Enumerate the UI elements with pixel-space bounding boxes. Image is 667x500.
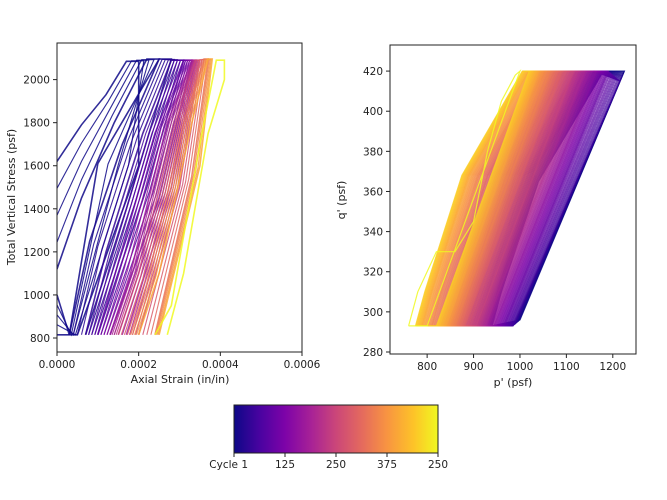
cycle-381-line [136, 58, 212, 335]
y-tick-label: 400 [363, 106, 383, 118]
right-plot: 800 900 1000 1100 1200 280 300 320 340 360 380 400 4… [335, 44, 637, 389]
cycle-500-line [154, 59, 226, 336]
x-tick-label: 0.0004 [202, 359, 239, 371]
y-tick-label: 380 [363, 146, 383, 158]
y-tick-label: 300 [363, 307, 383, 319]
x-tick-label: 800 [417, 361, 437, 373]
y-tick-label: 320 [363, 267, 383, 279]
right-plot-frame [389, 44, 637, 355]
y-tick-label: 1400 [23, 204, 50, 216]
right-x-axis-label: p' (psf) [494, 376, 533, 389]
y-tick-label: 800 [30, 333, 50, 345]
right-plot-ticks: 800 900 1000 1100 1200 280 300 320 340 360 380 400 4… [363, 66, 626, 373]
x-tick-label: 0.0000 [39, 359, 76, 371]
y-tick-label: 360 [363, 186, 383, 198]
cycle-3-line [57, 58, 161, 336]
colorbar-tick-label: 375 [377, 459, 397, 471]
x-tick-label: 1000 [507, 361, 534, 373]
y-tick-label: 280 [363, 347, 383, 359]
colorbar-tick-label: 250 [428, 459, 448, 471]
cycle-344-line [131, 58, 210, 335]
y-tick-label: 1000 [23, 290, 50, 302]
cycle-306-line [126, 58, 207, 335]
right-y-axis-label: q' (psf) [335, 181, 348, 220]
colorbar-tick-label: 125 [275, 459, 295, 471]
right-plot-lines [408, 69, 626, 327]
x-tick-label: 0.0006 [284, 359, 321, 371]
cycle-70-line [91, 59, 189, 335]
y-tick-label: 1600 [23, 161, 50, 173]
y-tick-label: 1200 [23, 247, 50, 259]
cycle-288-line [123, 59, 205, 335]
left-plot-lines [57, 58, 226, 337]
x-tick-label: 1100 [553, 361, 580, 373]
left-x-axis-label: Axial Strain (in/in) [131, 373, 230, 386]
colorbar-gradient [233, 404, 439, 454]
cycle-269-line [120, 59, 203, 335]
x-tick-label: 900 [464, 361, 484, 373]
cycle-250-line [117, 59, 201, 336]
y-tick-label: 2000 [23, 75, 50, 87]
colorbar-tick-label: Cycle 1 [209, 459, 248, 471]
x-tick-label: 0.0002 [120, 359, 157, 371]
y-tick-label: 1800 [23, 118, 50, 130]
cycle-55-line [88, 59, 187, 335]
colorbar: Cycle 1 125 250 375 250 [209, 404, 448, 471]
cycle-400-line [137, 58, 214, 336]
left-plot-frame [56, 42, 303, 353]
colorbar-tick-label: 250 [326, 459, 346, 471]
left-plot: 0.0000 0.0002 0.0004 0.0006 800 1000 1200 1400 1… [5, 42, 321, 386]
left-y-axis-label: Total Vertical Stress (psf) [5, 129, 18, 266]
x-tick-label: 1200 [599, 361, 626, 373]
cycle-450-line [414, 70, 531, 327]
cycle-500-line [408, 69, 522, 327]
cycle-325-line [129, 58, 210, 336]
left-plot-ticks: 0.0000 0.0002 0.0004 0.0006 800 1000 1200 1400 1… [23, 75, 320, 371]
cycle-40-line [84, 59, 185, 336]
y-tick-label: 420 [363, 66, 383, 78]
y-tick-label: 340 [363, 227, 383, 239]
